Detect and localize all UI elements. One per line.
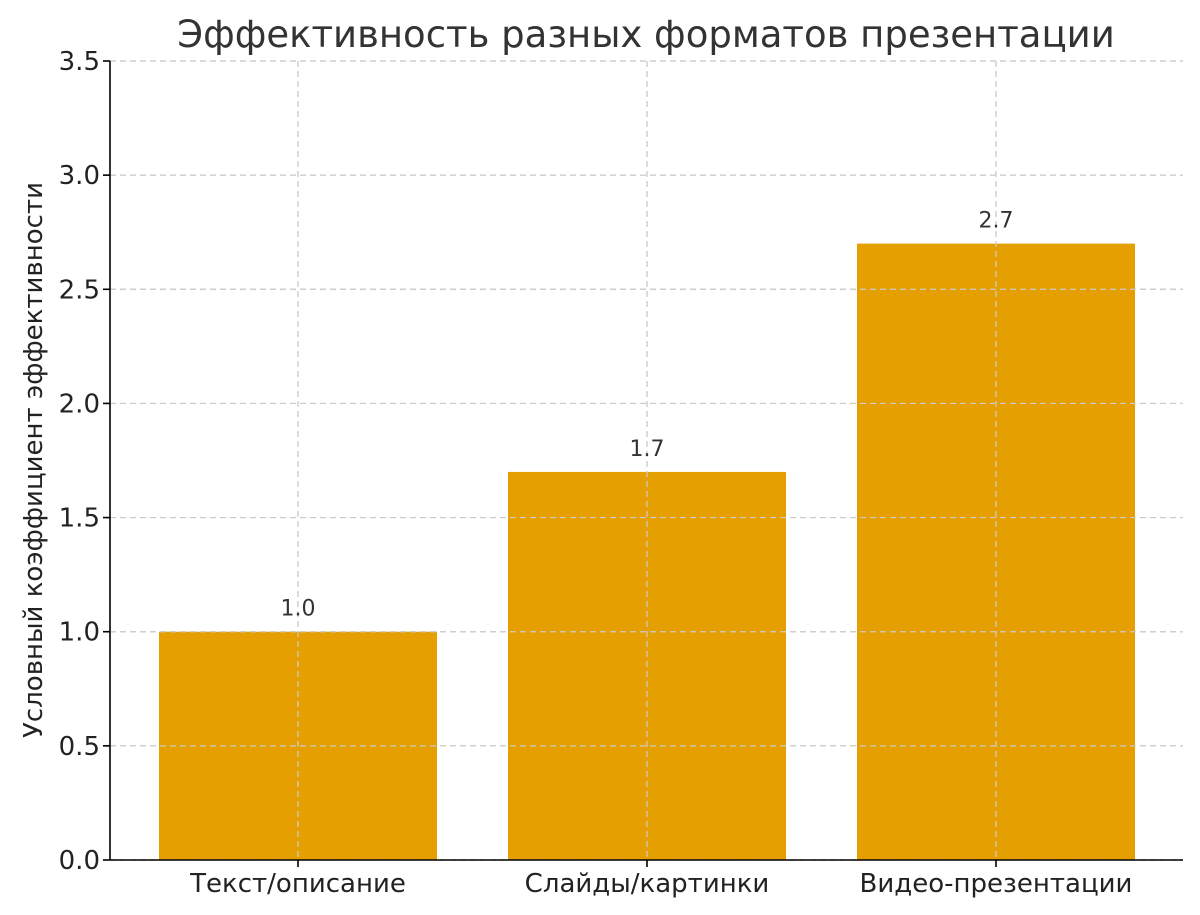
chart-title: Эффективность разных форматов презентаци… — [177, 13, 1114, 56]
y-ticks-layer: 0.0 0.5 1.0 1.5 2.0 2.5 3.0 3.5 — [59, 47, 110, 876]
y-axis-label: Условный коэффициент эффективности — [19, 182, 49, 738]
y-tick-label: 3.0 — [59, 161, 100, 191]
y-tick-label: 1.0 — [59, 618, 100, 648]
y-tick-label: 2.0 — [59, 389, 100, 419]
y-tick-label: 3.5 — [59, 47, 100, 77]
y-tick-label: 0.5 — [59, 732, 100, 762]
x-tick-label: Видео-презентации — [860, 869, 1133, 899]
x-tick-label: Слайды/картинки — [525, 869, 770, 899]
bar-value-label: 1.7 — [630, 437, 665, 462]
y-tick-label: 2.5 — [59, 275, 100, 305]
value-labels-layer: 1.0 1.7 2.7 — [110, 60, 1183, 861]
bar-value-label: 2.7 — [979, 209, 1014, 234]
x-tick-label: Текст/описание — [189, 869, 406, 899]
y-tick-label: 0.0 — [59, 846, 100, 876]
y-tick-label: 1.5 — [59, 504, 100, 534]
x-ticks-layer: Текст/описание Слайды/картинки Видео-презе… — [189, 860, 1132, 899]
bar-value-label: 1.0 — [281, 597, 316, 622]
